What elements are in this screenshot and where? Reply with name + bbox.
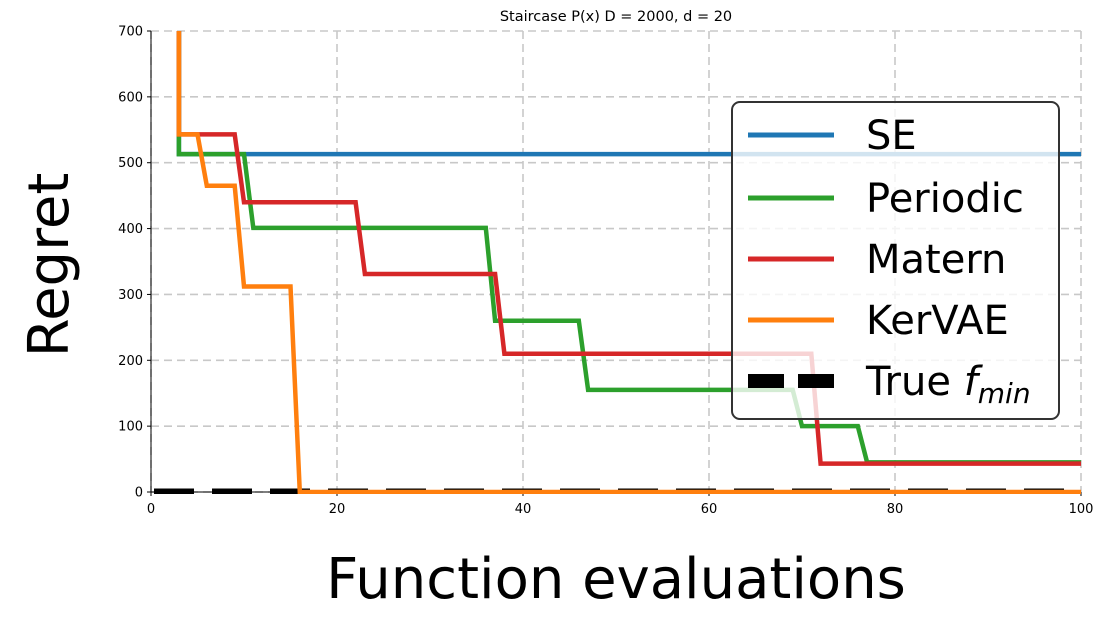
- legend-label-se: SE: [866, 113, 917, 159]
- x-tick-label: 60: [701, 502, 718, 517]
- legend-frame: [731, 101, 1060, 420]
- legend-label-kervae: KerVAE: [866, 298, 1009, 344]
- y-tick-label: 400: [118, 222, 143, 237]
- y-axis-title: Regret: [17, 173, 82, 358]
- series-line-periodic: [176, 31, 1081, 465]
- x-axis-title: Function evaluations: [326, 547, 906, 612]
- legend-label-matern: Matern: [866, 237, 1006, 283]
- x-tick-label: 40: [515, 502, 532, 517]
- y-tick-label: 500: [118, 156, 143, 171]
- x-tick-label: 0: [147, 502, 155, 517]
- chart-title: Staircase P(x) D = 2000, d = 20: [500, 9, 732, 25]
- y-tick-label: 300: [118, 288, 143, 303]
- ticks: 0 20 40 60 80 100 0 100 200 300 400 500 600 700: [118, 25, 1093, 518]
- x-tick-label: 100: [1069, 502, 1094, 517]
- y-tick-label: 700: [118, 25, 143, 40]
- x-tick-label: 20: [329, 502, 346, 517]
- y-tick-label: 100: [118, 420, 143, 435]
- y-tick-label: 200: [118, 354, 143, 369]
- legend-label-periodic: Periodic: [866, 176, 1024, 222]
- y-tick-label: 600: [118, 90, 143, 105]
- x-tick-label: 80: [887, 502, 904, 517]
- series-line-kervae: [176, 31, 1081, 494]
- y-tick-label: 0: [135, 486, 143, 501]
